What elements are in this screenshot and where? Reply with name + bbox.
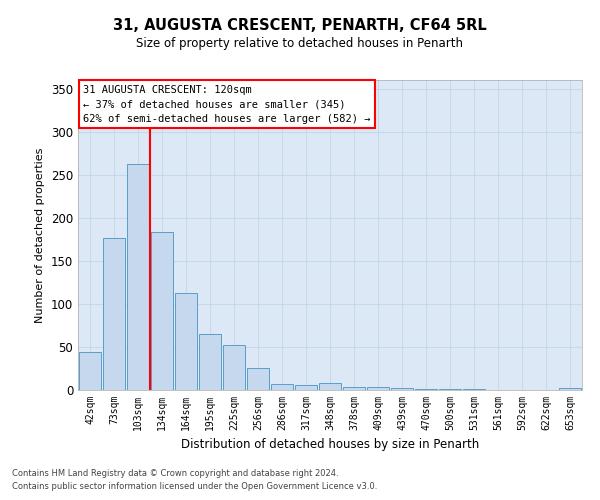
Y-axis label: Number of detached properties: Number of detached properties <box>35 148 46 322</box>
Bar <box>559 388 581 390</box>
Bar <box>439 389 461 390</box>
Text: 31 AUGUSTA CRESCENT: 120sqm
← 37% of detached houses are smaller (345)
62% of se: 31 AUGUSTA CRESCENT: 120sqm ← 37% of det… <box>83 84 371 124</box>
Bar <box>247 368 269 390</box>
Bar <box>343 386 365 390</box>
Bar <box>463 389 485 390</box>
Bar <box>79 352 101 390</box>
Bar <box>367 388 389 390</box>
Bar <box>295 385 317 390</box>
Bar <box>151 232 173 390</box>
Text: 31, AUGUSTA CRESCENT, PENARTH, CF64 5RL: 31, AUGUSTA CRESCENT, PENARTH, CF64 5RL <box>113 18 487 32</box>
Bar <box>271 384 293 390</box>
Bar <box>415 389 437 390</box>
Bar <box>391 388 413 390</box>
Text: Contains public sector information licensed under the Open Government Licence v3: Contains public sector information licen… <box>12 482 377 491</box>
Bar <box>223 345 245 390</box>
Bar <box>199 334 221 390</box>
Text: Contains HM Land Registry data © Crown copyright and database right 2024.: Contains HM Land Registry data © Crown c… <box>12 468 338 477</box>
X-axis label: Distribution of detached houses by size in Penarth: Distribution of detached houses by size … <box>181 438 479 452</box>
Bar <box>319 383 341 390</box>
Bar <box>175 292 197 390</box>
Text: Size of property relative to detached houses in Penarth: Size of property relative to detached ho… <box>137 38 464 51</box>
Bar <box>127 164 149 390</box>
Bar <box>103 238 125 390</box>
